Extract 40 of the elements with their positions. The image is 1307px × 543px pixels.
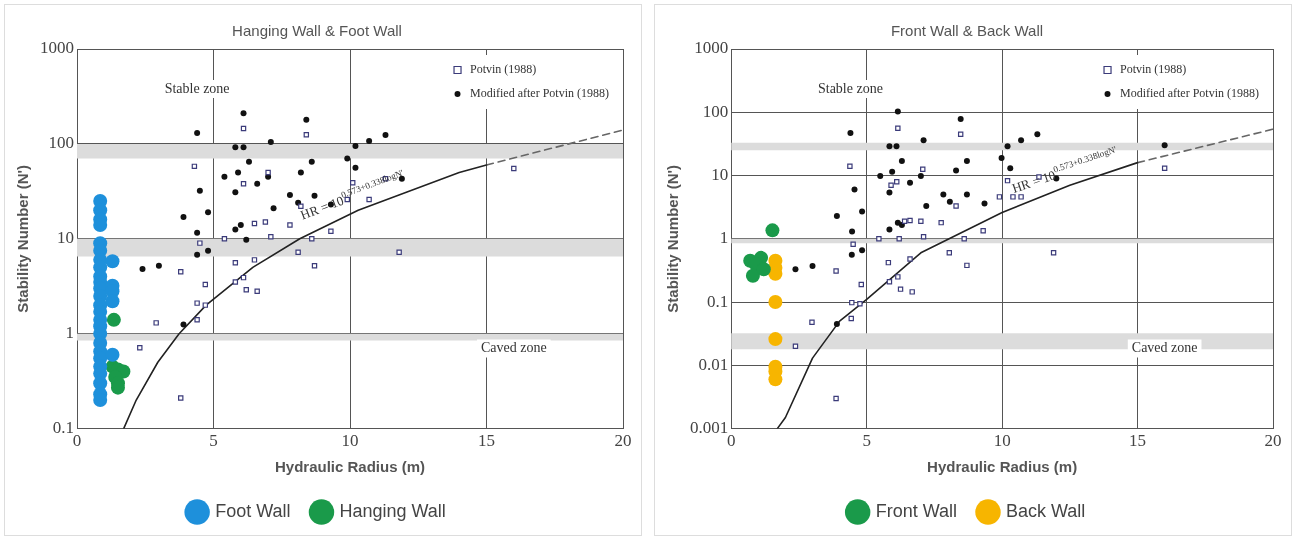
annotation: Caved zone: [1131, 340, 1198, 356]
legend-label: Foot Wall: [215, 500, 291, 521]
x-axis-title: Hydraulic Radius (m): [927, 458, 1078, 476]
y-axis-title: Stability Number (N'): [14, 164, 32, 313]
y-tick-label: 10: [57, 228, 74, 248]
x-tick-label: 20: [1264, 431, 1282, 451]
x-tick-label: 0: [727, 431, 736, 451]
chart-title: Hanging Wall & Foot Wall: [232, 22, 402, 40]
legend-label: Modified after Potvin (1988): [470, 86, 610, 101]
x-tick-label: 5: [862, 431, 871, 451]
legend-label: Back Wall: [1006, 500, 1086, 521]
annotation: Stable zone: [164, 80, 230, 96]
x-tick-label: 5: [209, 431, 218, 451]
legend-label: Potvin (1988): [1120, 62, 1187, 77]
y-tick-label: 100: [48, 133, 74, 153]
y-tick-label: 1: [719, 228, 729, 248]
x-tick-label: 0: [72, 431, 82, 451]
y-tick-label: 1000: [694, 38, 729, 58]
y-tick-label: 0.1: [52, 418, 74, 438]
y-tick-label: 0.01: [698, 354, 729, 374]
x-tick-label: 10: [341, 431, 359, 451]
y-tick-label: 10: [711, 165, 729, 184]
y-tick-label: 100: [702, 101, 729, 121]
y-tick-label: 1000: [40, 38, 74, 58]
annotation: Stable zone: [817, 80, 883, 96]
y-tick-label: 1: [65, 323, 74, 343]
y-tick-label: 0.1: [707, 291, 729, 311]
x-tick-label: 15: [1129, 431, 1147, 451]
x-tick-label: 20: [614, 431, 632, 451]
legend-label: Potvin (1988): [470, 62, 537, 77]
x-tick-label: 15: [478, 431, 495, 451]
legend-label: Front Wall: [875, 500, 957, 521]
annotation: Caved zone: [480, 340, 547, 356]
x-tick-label: 10: [993, 431, 1011, 451]
x-axis-title: Hydraulic Radius (m): [274, 458, 426, 476]
legend-label: Hanging Wall: [339, 500, 446, 521]
y-tick-label: 0.001: [690, 418, 729, 438]
y-axis-title: Stability Number (N'): [664, 164, 682, 313]
chart-title: Front Wall & Back Wall: [890, 22, 1044, 40]
legend-label: Modified after Potvin (1988): [1120, 86, 1260, 101]
